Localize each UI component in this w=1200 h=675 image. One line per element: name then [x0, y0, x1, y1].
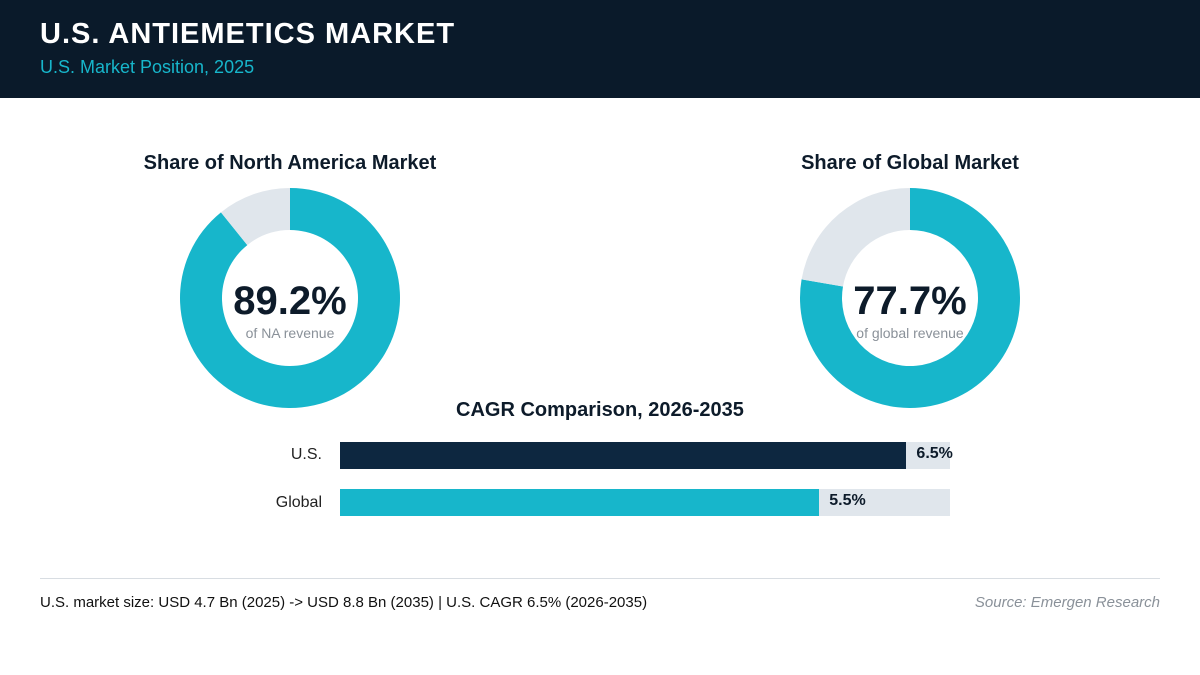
global-center-label: of global revenue: [856, 325, 964, 341]
na-center-value: 89.2%: [233, 279, 346, 323]
page-subtitle: U.S. Market Position, 2025: [40, 57, 255, 77]
header-bar: U.S. ANTIEMETICS MARKET U.S. Market Posi…: [0, 0, 1200, 98]
na-center-label: of NA revenue: [246, 325, 335, 341]
bar-track-global: 5.5%: [340, 489, 950, 516]
bar-label-us: U.S.: [290, 446, 322, 463]
bar-track-us: 6.5%: [340, 442, 953, 469]
global-donut-title: Share of Global Market: [801, 152, 1019, 174]
bar-value-global: 5.5%: [829, 492, 866, 509]
na-other-slice: [220, 188, 290, 246]
page-title: U.S. ANTIEMETICS MARKET: [40, 18, 456, 50]
bar-value-us: 6.5%: [916, 445, 953, 462]
global-other-slice: [801, 188, 910, 287]
na-donut-chart: 89.2% of NA revenue: [180, 188, 400, 408]
bar-global: [340, 489, 820, 516]
global-donut-chart: 77.7% of global revenue: [800, 188, 1020, 408]
na-donut-title: Share of North America Market: [143, 152, 437, 174]
bar-label-global: Global: [275, 494, 322, 511]
global-center-value: 77.7%: [853, 279, 966, 323]
cagr-chart-title: CAGR Comparison, 2026-2035: [456, 399, 744, 421]
bar-us: [340, 442, 907, 469]
na-share-slice: [180, 188, 400, 408]
global-share-slice: [800, 188, 1020, 408]
footer-source: Source: Emergen Research: [974, 594, 1160, 611]
footer-summary: U.S. market size: USD 4.7 Bn (2025) -> U…: [40, 594, 648, 611]
footer-divider: [40, 578, 1160, 579]
